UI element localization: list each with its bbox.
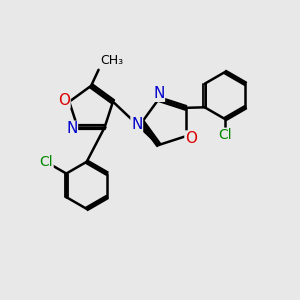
Text: Cl: Cl	[218, 128, 232, 142]
Text: N: N	[131, 117, 142, 132]
Text: N: N	[66, 121, 77, 136]
Text: N: N	[153, 86, 164, 101]
Text: CH₃: CH₃	[100, 54, 123, 68]
Text: O: O	[58, 93, 70, 108]
Text: Cl: Cl	[39, 154, 53, 169]
Text: O: O	[185, 131, 197, 146]
